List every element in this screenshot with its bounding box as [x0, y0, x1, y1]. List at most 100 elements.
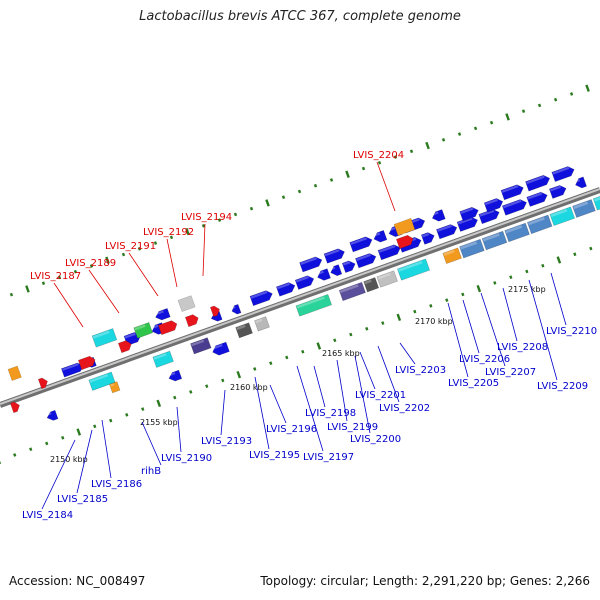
- tick-inner-mark: [476, 284, 482, 293]
- label-leader: [399, 342, 416, 365]
- tick-outer-mark: [265, 199, 270, 207]
- scale-label-kbp: 2150 kbp: [50, 455, 88, 464]
- gene-feature: [483, 198, 504, 213]
- gene-label-forward: LVIS_2200: [350, 434, 401, 445]
- gene-feature: [168, 369, 183, 382]
- tick-outer-mark: [473, 126, 478, 131]
- gene-feature: [231, 303, 242, 315]
- label-leader: [88, 269, 120, 314]
- tick-outer-mark: [137, 246, 142, 251]
- gene-feature: [109, 381, 121, 394]
- tick-outer-mark: [201, 224, 206, 228]
- tick-inner-mark: [29, 447, 33, 452]
- label-leader: [354, 355, 371, 434]
- gene-label-reverse: LVIS_2191: [105, 241, 156, 252]
- label-leader: [166, 238, 178, 288]
- gene-feature: [249, 290, 273, 307]
- label-leader: [462, 299, 480, 354]
- gene-feature-reverse: [37, 377, 48, 390]
- tick-inner-mark: [269, 361, 273, 366]
- tick-inner-mark: [349, 332, 353, 337]
- tick-outer-mark: [377, 160, 382, 165]
- tick-inner-mark: [445, 298, 449, 302]
- tick-outer-mark: [585, 84, 590, 92]
- label-leader: [128, 252, 159, 297]
- gene-feature: [442, 247, 462, 264]
- tick-inner-mark: [381, 321, 385, 325]
- label-leader: [220, 389, 226, 436]
- tick-outer-mark: [153, 241, 158, 245]
- tick-outer-mark: [169, 235, 174, 240]
- tick-outer-mark: [25, 285, 30, 293]
- gene-feature: [329, 264, 343, 277]
- tick-outer-mark: [409, 149, 414, 154]
- gene-label-forward: LVIS_2184: [22, 510, 73, 521]
- gene-label-forward: LVIS_2209: [537, 381, 588, 392]
- tick-inner-mark: [396, 313, 402, 322]
- gene-feature: [504, 222, 530, 243]
- gene-feature: [363, 277, 380, 293]
- tick-inner-mark: [125, 413, 129, 417]
- tick-outer-mark: [489, 120, 494, 125]
- gene-label-forward: LVIS_2198: [305, 408, 356, 419]
- gene-feature: [435, 224, 458, 240]
- tick-inner-mark: [45, 441, 49, 446]
- gene-feature: [459, 238, 485, 259]
- tick-inner-mark: [141, 407, 145, 411]
- tick-inner-mark: [556, 256, 562, 264]
- gene-feature: [294, 275, 315, 290]
- gene-feature-reverse: [209, 305, 220, 318]
- tick-inner-mark: [413, 309, 417, 314]
- tick-inner-mark: [173, 395, 177, 400]
- tick-inner-mark: [236, 370, 242, 379]
- tick-outer-mark: [297, 189, 302, 194]
- gene-label-reverse: LVIS_2194: [181, 212, 232, 223]
- genome-stats-text: Topology: circular; Length: 2,291,220 bp…: [260, 574, 590, 588]
- tick-outer-mark: [281, 195, 286, 199]
- label-leader: [377, 345, 400, 403]
- gene-feature: [526, 214, 553, 235]
- gene-feature: [377, 244, 401, 261]
- tick-inner-mark: [285, 355, 289, 360]
- label-leader: [101, 419, 112, 479]
- accession-text: Accession: NC_008497: [9, 574, 146, 588]
- gene-feature: [254, 316, 270, 332]
- label-leader: [447, 302, 469, 378]
- tick-outer-mark: [361, 166, 366, 171]
- gene-feature: [459, 206, 479, 222]
- gene-feature: [574, 176, 587, 189]
- tick-inner-mark: [589, 246, 593, 251]
- gene-feature: [549, 206, 576, 227]
- tick-inner-mark: [109, 418, 113, 423]
- gene-feature: [420, 232, 435, 245]
- tick-inner-mark: [0, 456, 2, 465]
- gene-label-forward: LVIS_2197: [303, 452, 354, 463]
- tick-outer-mark: [345, 170, 350, 178]
- gene-feature: [211, 341, 230, 356]
- tick-outer-mark: [553, 97, 558, 102]
- tick-inner-mark: [541, 263, 545, 268]
- gene-feature: [592, 194, 600, 211]
- gene-feature: [275, 282, 296, 297]
- gene-feature: [177, 295, 196, 313]
- label-leader: [359, 351, 376, 390]
- label-leader: [296, 365, 324, 452]
- tick-inner-mark: [429, 304, 433, 308]
- gene-feature: [501, 199, 527, 216]
- gene-feature: [152, 350, 174, 368]
- gene-label-forward: LVIS_2201: [355, 390, 406, 401]
- gene-label-forward: LVIS_2195: [249, 450, 300, 461]
- tick-inner-mark: [301, 349, 305, 354]
- tick-outer-mark: [505, 113, 510, 121]
- gene-feature: [397, 258, 431, 281]
- label-leader: [269, 384, 287, 424]
- gene-feature: [548, 184, 567, 199]
- tick-inner-mark: [573, 252, 577, 257]
- gene-feature: [376, 270, 398, 288]
- label-leader: [502, 287, 518, 342]
- tick-outer-mark: [121, 252, 126, 257]
- gene-label-forward: LVIS_2203: [395, 365, 446, 376]
- tick-outer-mark: [73, 269, 78, 274]
- gene-label-reverse: LVIS_2187: [30, 271, 81, 282]
